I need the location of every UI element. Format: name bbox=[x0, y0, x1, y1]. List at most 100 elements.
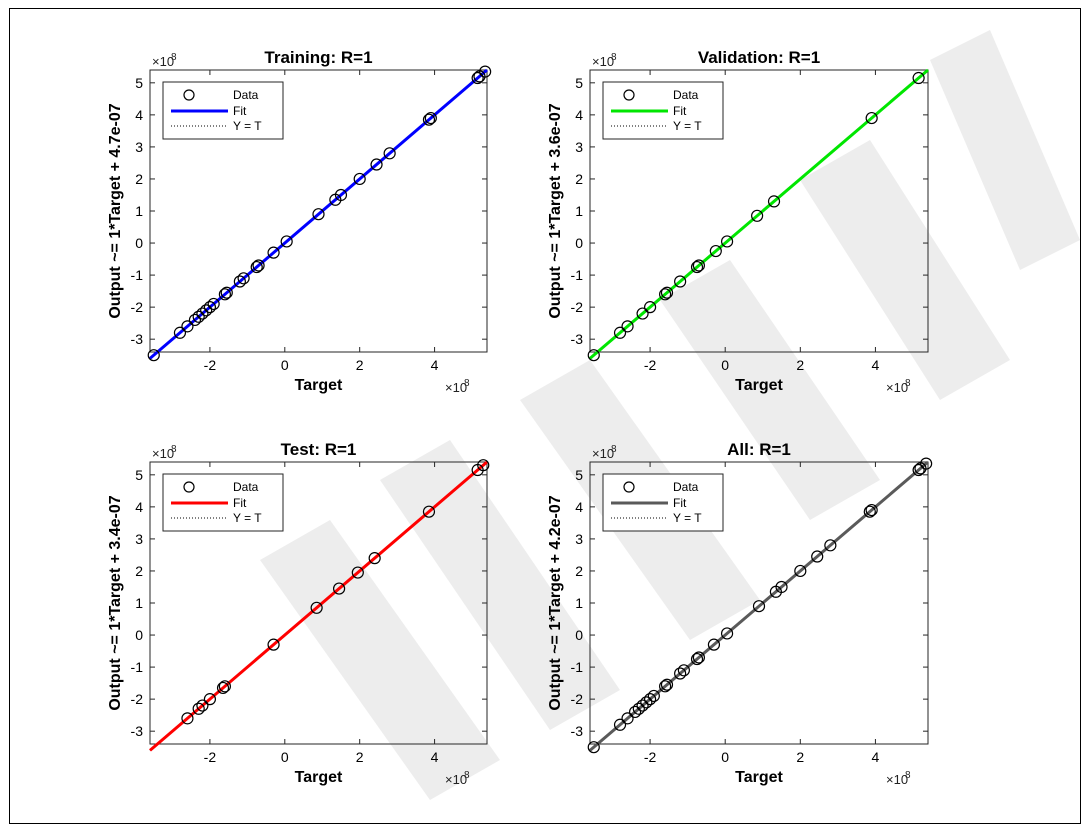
subplot-4: -2 0 2 4 -3 -2 -1 0 1 2 3 4 5 All: R=1 Target Output ~=… bbox=[547, 440, 933, 787]
data-point bbox=[647, 689, 660, 703]
data-point bbox=[640, 696, 653, 709]
y-multiplier-exponent: 8 bbox=[171, 444, 177, 455]
legend-label-data: Data bbox=[233, 480, 259, 494]
data-point bbox=[370, 158, 383, 171]
x-multiplier-exponent: 8 bbox=[464, 378, 470, 389]
data-point bbox=[912, 71, 925, 85]
data-point bbox=[334, 188, 348, 202]
y-tick-label: -1 bbox=[571, 659, 584, 675]
y-multiplier-exponent: 8 bbox=[611, 52, 617, 63]
data-point bbox=[332, 582, 346, 595]
data-point bbox=[660, 678, 674, 691]
data-point bbox=[351, 566, 364, 579]
data-point bbox=[636, 699, 649, 712]
x-axis-label: Target bbox=[295, 769, 343, 786]
x-tick-label: 2 bbox=[356, 749, 364, 765]
y-axis-label: Output ~= 1*Target + 3.6e-07 bbox=[547, 103, 564, 318]
y-tick-label: -3 bbox=[131, 331, 144, 347]
data-point bbox=[674, 667, 687, 680]
x-tick-label: 2 bbox=[796, 749, 804, 765]
data-point bbox=[422, 113, 436, 126]
data-point bbox=[775, 580, 788, 594]
legend-label-fit: Fit bbox=[233, 496, 247, 510]
data-point bbox=[587, 741, 600, 754]
chart-title: All: R=1 bbox=[727, 440, 791, 459]
data-point bbox=[477, 459, 490, 472]
y-tick-label: -2 bbox=[571, 691, 584, 707]
data-point bbox=[707, 638, 721, 651]
data-point bbox=[368, 552, 381, 565]
y-tick-label: -3 bbox=[571, 331, 584, 347]
y-tick-label: 0 bbox=[575, 627, 583, 643]
data-point bbox=[218, 680, 231, 693]
data-point bbox=[636, 307, 649, 320]
x-tick-label: 0 bbox=[721, 749, 729, 765]
x-multiplier: ×10 bbox=[445, 772, 467, 787]
data-point bbox=[424, 111, 437, 125]
y-tick-label: 2 bbox=[575, 563, 583, 579]
data-point bbox=[216, 681, 230, 695]
y-multiplier: ×10 bbox=[592, 54, 614, 69]
x-tick-label: 2 bbox=[356, 357, 364, 373]
y-tick-label: 1 bbox=[575, 203, 583, 219]
x-multiplier: ×10 bbox=[445, 380, 467, 395]
data-point bbox=[353, 172, 366, 186]
data-point bbox=[267, 246, 280, 259]
data-point bbox=[720, 627, 734, 640]
x-multiplier-exponent: 8 bbox=[464, 770, 470, 781]
data-point bbox=[674, 275, 687, 288]
data-point bbox=[720, 235, 734, 248]
data-point bbox=[613, 326, 627, 339]
data-point bbox=[181, 320, 194, 333]
data-point bbox=[692, 651, 706, 664]
y-tick-label: 1 bbox=[135, 203, 143, 219]
subplot-3: -2 0 2 4 -3 -2 -1 0 1 2 3 4 5 Test: R=1 Target Output ~… bbox=[107, 440, 490, 787]
y-axis-label: Output ~= 1*Target + 3.4e-07 bbox=[107, 495, 124, 710]
x-tick-label: 0 bbox=[281, 357, 289, 373]
y-multiplier-exponent: 8 bbox=[611, 444, 617, 455]
legend-label-fit: Fit bbox=[233, 104, 247, 118]
legend-label-identity: Y = T bbox=[673, 511, 702, 525]
y-tick-label: 1 bbox=[575, 595, 583, 611]
data-point bbox=[203, 301, 217, 314]
y-tick-label: 2 bbox=[135, 563, 143, 579]
data-point bbox=[692, 259, 706, 272]
data-point bbox=[218, 288, 231, 301]
x-tick-label: 0 bbox=[721, 357, 729, 373]
legend-label-identity: Y = T bbox=[233, 511, 262, 525]
y-tick-label: 5 bbox=[135, 75, 143, 91]
data-point bbox=[659, 680, 672, 693]
legend-label-identity: Y = T bbox=[673, 119, 702, 133]
data-point bbox=[250, 260, 263, 274]
data-point bbox=[643, 693, 657, 706]
data-point bbox=[383, 147, 396, 160]
x-tick-label: -2 bbox=[644, 749, 657, 765]
y-tick-label: -1 bbox=[571, 267, 584, 283]
legend-label-data: Data bbox=[673, 88, 699, 102]
data-point bbox=[207, 297, 220, 311]
y-tick-label: -3 bbox=[571, 723, 584, 739]
y-tick-label: 3 bbox=[135, 139, 143, 155]
x-multiplier: ×10 bbox=[886, 380, 908, 395]
legend-label-fit: Fit bbox=[673, 104, 687, 118]
data-point bbox=[181, 712, 194, 725]
x-axis-label: Target bbox=[735, 377, 783, 394]
data-point bbox=[621, 712, 634, 725]
y-tick-label: 5 bbox=[575, 467, 583, 483]
data-point bbox=[471, 71, 484, 85]
y-tick-label: 2 bbox=[135, 171, 143, 187]
x-tick-label: 4 bbox=[431, 749, 439, 765]
data-point bbox=[677, 664, 690, 677]
x-axis-label: Target bbox=[295, 377, 343, 394]
y-tick-label: 4 bbox=[575, 107, 583, 123]
y-tick-label: 5 bbox=[575, 75, 583, 91]
data-point bbox=[252, 259, 265, 272]
data-point bbox=[200, 304, 213, 317]
data-point bbox=[147, 349, 160, 362]
data-point bbox=[237, 272, 250, 285]
y-tick-label: 4 bbox=[135, 107, 143, 123]
data-point bbox=[479, 65, 492, 78]
